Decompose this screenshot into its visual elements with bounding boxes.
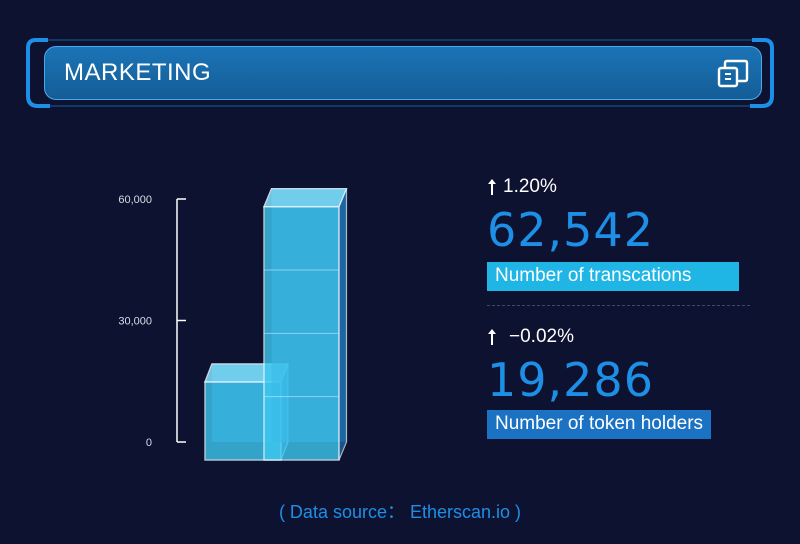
change-value: 1.20% — [503, 176, 557, 197]
y-tick-label: 60,000 — [118, 194, 152, 206]
divider — [487, 305, 750, 306]
change-row: −0.02% — [487, 326, 711, 348]
page-title: MARKETING — [64, 59, 212, 86]
stat-label: Number of transcations — [487, 262, 739, 291]
copy-icon[interactable] — [716, 58, 750, 90]
change-value: −0.02% — [509, 326, 574, 347]
header-bar — [44, 46, 762, 100]
header-frame — [26, 38, 774, 108]
bar-chart: 60,000 30,000 0 — [118, 188, 348, 461]
bar — [262, 188, 348, 461]
arrow-up-icon — [488, 329, 496, 345]
data-source: ( Data source： Etherscan.io ) — [278, 502, 522, 522]
big-value: 62,542 — [487, 203, 654, 257]
arrow-up-icon — [488, 179, 496, 195]
stat-label: Number of token holders — [487, 410, 712, 439]
stat-transactions: 1.20% 62,542 Number of transcations — [487, 176, 739, 291]
stat-token-holders: −0.02% 19,286 Number of token holders — [487, 326, 712, 439]
change-row: 1.20% — [487, 176, 739, 198]
y-tick-label: 30,000 — [118, 316, 152, 328]
big-value: 19,286 — [487, 353, 654, 407]
y-tick-label: 0 — [146, 437, 152, 449]
